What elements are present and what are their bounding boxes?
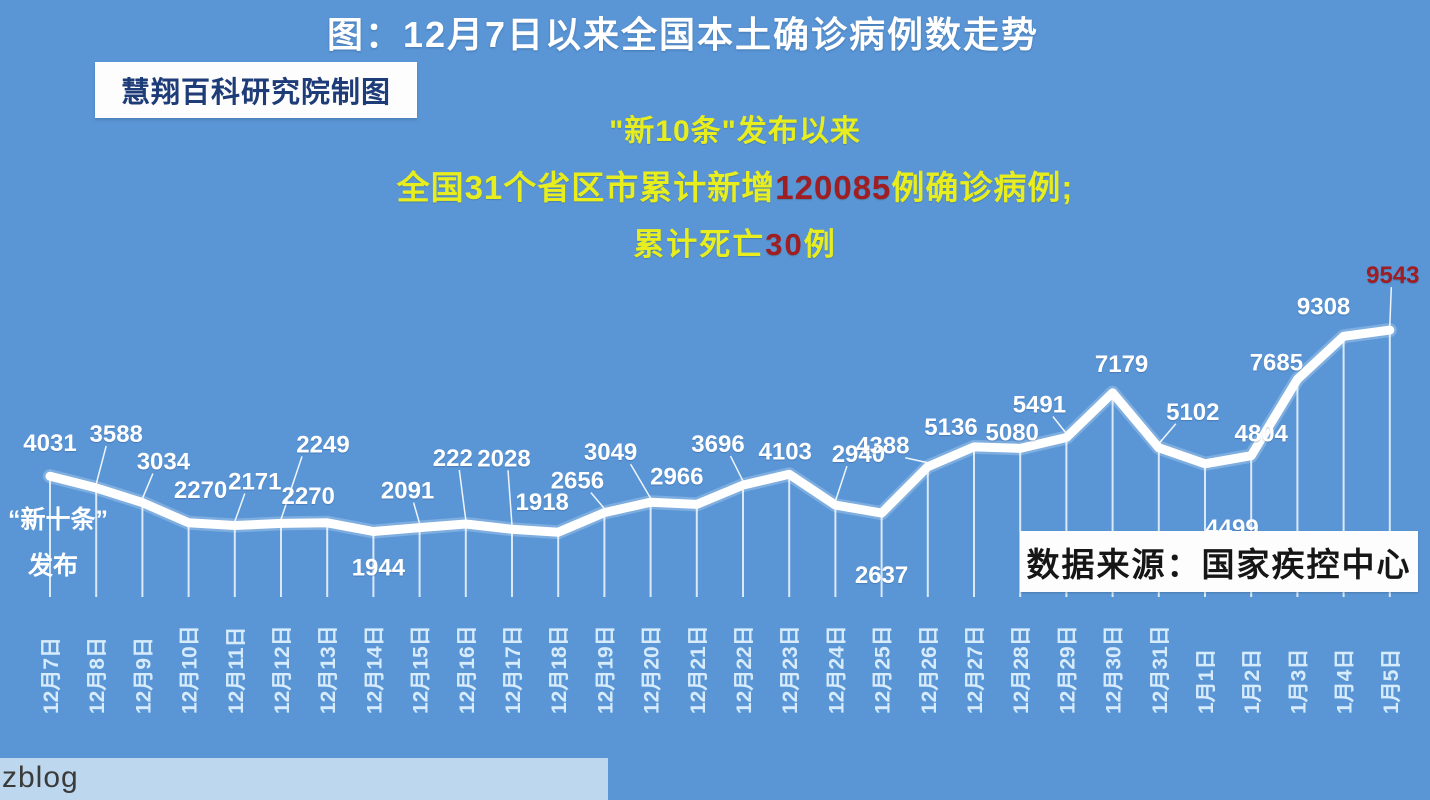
label-leader-line [590,492,605,510]
label-leader-line [729,455,744,482]
value-label: 4031 [23,430,76,457]
value-label: 2940 [832,441,885,468]
value-label: 222 [433,445,473,472]
headline-line-2: 全国31个省区市累计新增120085例确诊病例; [40,161,1430,209]
x-axis-date-label: 12月29日 [1056,625,1079,714]
x-axis-date-label: 1月4日 [1334,649,1357,714]
headline-line-2-prefix: 全国31个省区市累计新增 [396,169,776,206]
value-label: 5102 [1166,399,1219,426]
value-label: 2091 [381,478,434,505]
x-axis-date-label: 12月16日 [456,625,479,714]
x-axis-date-label: 12月9日 [132,637,155,714]
value-label: 2270 [282,483,335,510]
x-axis-date-label: 12月13日 [317,625,340,714]
x-axis-date-label: 12月14日 [363,625,386,714]
x-axis-date-label: 1月1日 [1195,649,1218,714]
cumulative-cases-number: 120085 [775,169,892,206]
x-axis-date-label: 12月24日 [825,625,848,714]
label-leader-line [507,470,513,526]
credit-badge: 慧翔百科研究院制图 [95,62,418,118]
value-label: 2171 [228,468,281,495]
page-title: 图：12月7日以来全国本土确诊病例数走势 [326,14,1040,55]
label-leader-line [141,473,154,499]
value-label: 2966 [650,463,703,490]
policy-annotation-line1: “新十条” [8,506,109,534]
value-label: 5491 [1013,391,1066,418]
watermark-strip: zblog [0,758,608,800]
x-axis-date-label: 12月30日 [1103,625,1126,714]
value-label: 5136 [924,414,977,441]
policy-annotation-line2: 发布 [28,552,79,580]
x-axis-date-label: 12月18日 [548,625,571,714]
cumulative-deaths-number: 30 [765,227,804,262]
headline-line-1: "新10条"发布以来 [609,115,861,148]
x-axis-date-label: 12月21日 [687,625,710,714]
trend-line [45,325,1395,537]
value-label: 2028 [477,445,530,472]
label-leader-line [280,456,303,520]
value-label: 4388 [856,433,909,460]
headline-line-3-prefix: 累计死亡 [633,227,766,262]
label-leader-line [458,469,467,521]
label-leader-line [1389,287,1393,327]
x-axis-date-label: 12月12日 [271,625,294,714]
x-axis-date-label: 12月31日 [1149,625,1172,714]
x-axis-date-label: 12月25日 [872,625,895,714]
x-axis-date-label: 12月17日 [502,625,525,714]
headline-line-3: 累计死亡30例 [40,219,1430,264]
value-label: 3049 [584,439,637,466]
x-axis-date-label: 12月7日 [40,637,63,714]
value-label: 4804 [1235,421,1289,448]
x-axis-date-label: 12月26日 [918,625,941,714]
x-axis-date-label: 12月8日 [86,637,109,714]
x-axis-date-label: 12月28日 [1010,625,1033,714]
value-label: 9543 [1366,262,1419,289]
x-axis-date-label: 1月5日 [1380,649,1403,714]
value-label: 2270 [174,477,227,504]
value-label: 5080 [986,419,1039,446]
value-label: 3034 [137,449,191,476]
label-leader-line [234,493,246,522]
x-axis-date-label: 12月23日 [779,625,802,714]
value-label: 2637 [855,562,908,589]
x-axis-date-label: 12月19日 [594,625,617,714]
label-leader-line [834,465,848,502]
x-axis-date-label: 12月15日 [410,625,433,714]
x-axis-date-label: 12月10日 [179,625,202,714]
headline-line-3-suffix: 例 [803,227,837,262]
data-source-box: 数据来源：国家疾控中心 [1020,531,1418,592]
value-label: 1944 [352,554,406,581]
label-leader-line [95,445,107,485]
value-label: 3588 [90,421,143,448]
headline-line-2-suffix: 例确诊病例; [891,169,1074,206]
x-axis-date-label: 12月11日 [225,626,248,714]
value-label: 1918 [516,489,569,516]
label-leader-line [412,502,421,524]
value-label: 3696 [691,431,744,458]
value-label: 7179 [1095,351,1148,378]
value-label: 2656 [551,468,604,495]
x-axis-date-label: 12月20日 [641,625,664,714]
x-axis-date-label: 1月2日 [1241,649,1264,714]
label-leader-line [1052,416,1067,434]
value-label: 7685 [1250,349,1303,376]
value-label: 2249 [296,431,349,458]
label-leader-line [905,456,928,464]
value-label: 9308 [1297,293,1350,320]
x-axis-date-label: 1月3日 [1287,649,1310,714]
label-leader-line [1158,423,1177,445]
x-axis-date-label: 12月27日 [964,625,987,714]
label-leader-line [629,463,652,499]
value-label: 4103 [759,438,812,465]
x-axis-date-label: 12月22日 [733,625,756,714]
watermark-text: zblog [2,761,79,794]
